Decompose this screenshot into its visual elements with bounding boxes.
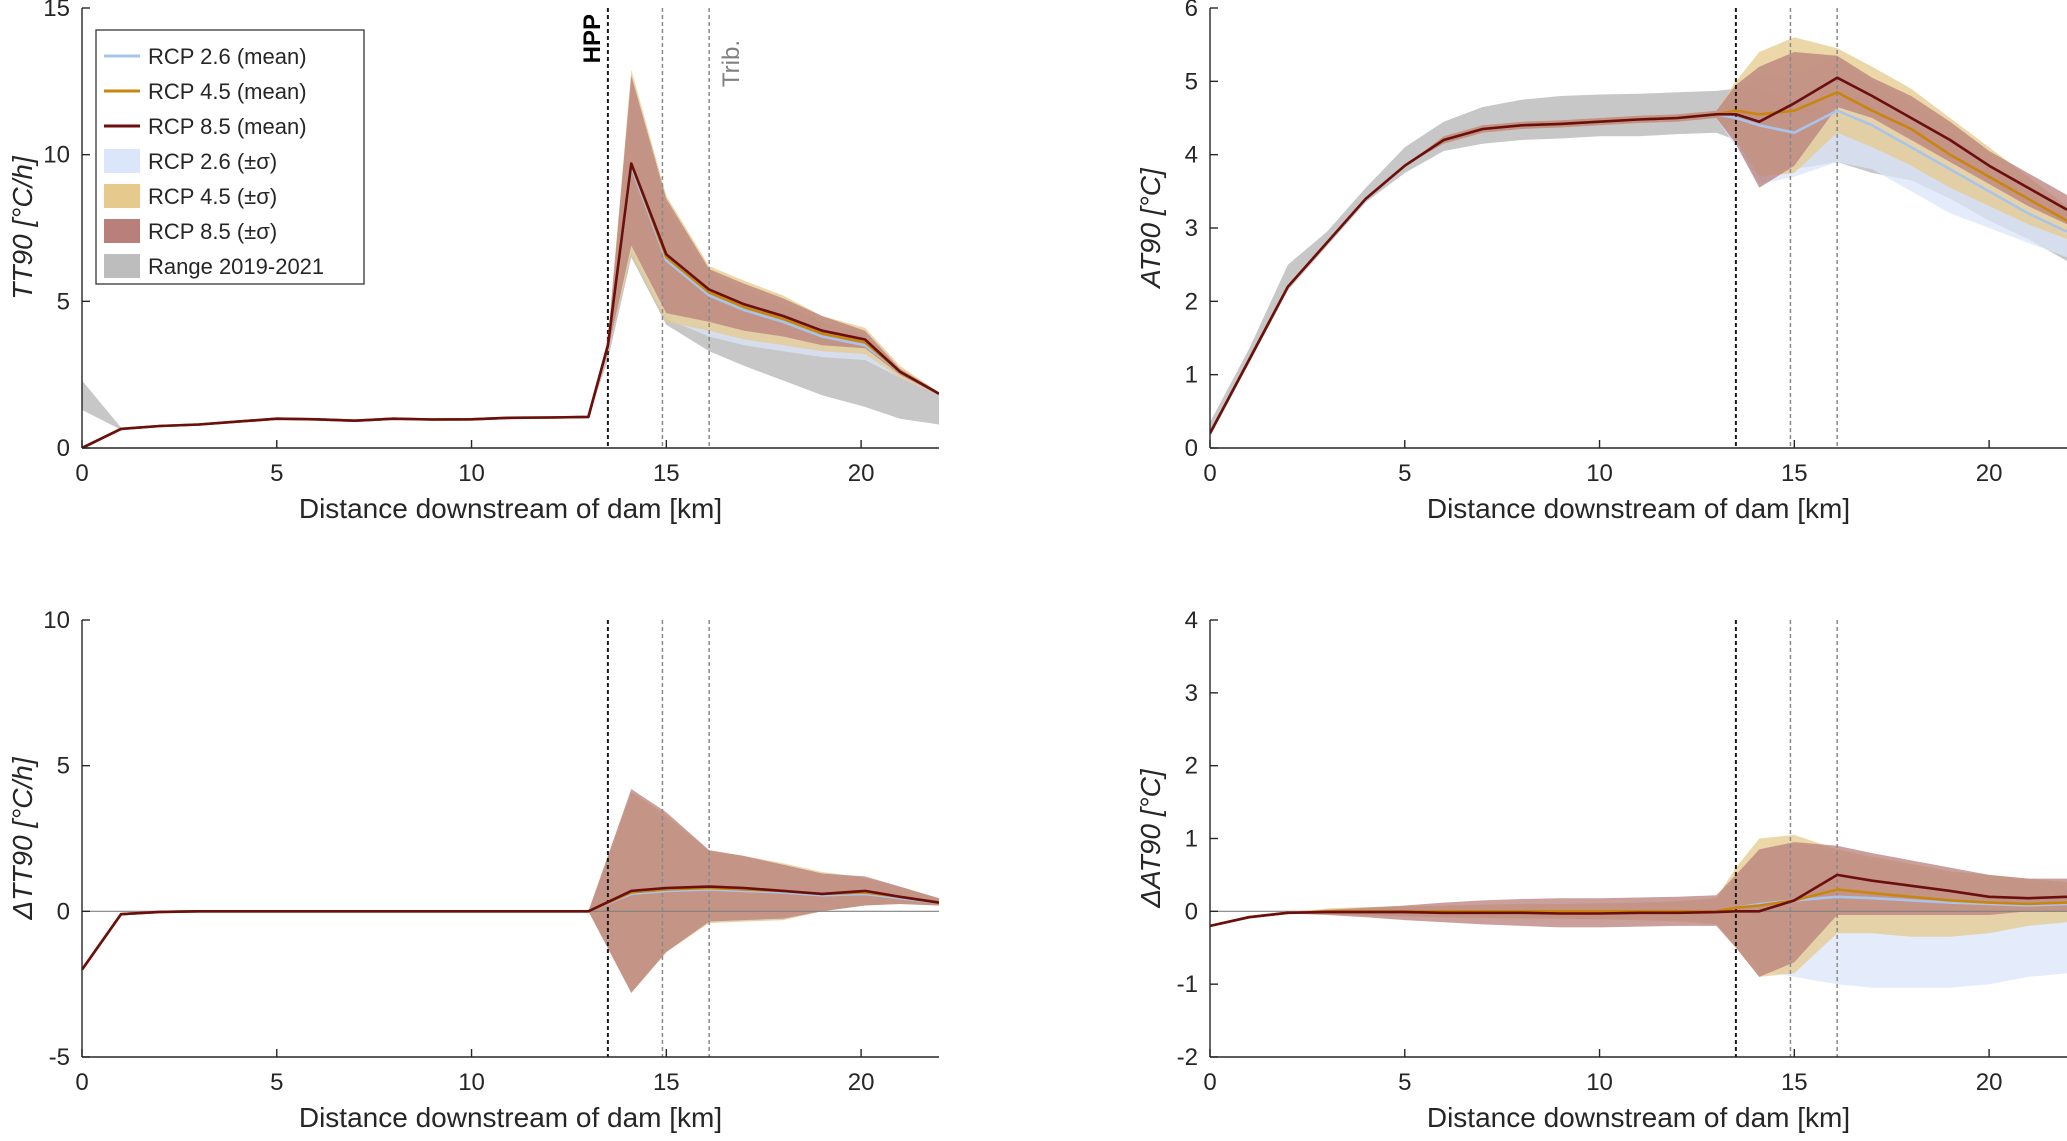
- y-tick-label: 1: [1185, 826, 1198, 853]
- legend: RCP 2.6 (mean) RCP 4.5 (mean) RCP 8.5 (mea…: [95, 29, 365, 285]
- y-tick-label: 0: [57, 898, 70, 925]
- y-tick-label: 5: [1185, 68, 1198, 95]
- legend-label: Range 2019-2021: [148, 254, 324, 279]
- rcp85-mean-line: [1210, 873, 2067, 928]
- y-tick-label: -2: [1177, 1044, 1198, 1071]
- y-tick-label: -5: [49, 1044, 70, 1071]
- y-axis-label: ΔAT90 [°C]: [1135, 768, 1166, 909]
- x-tick-label: 20: [1976, 1069, 2003, 1096]
- rcp85-mean-line: [82, 885, 939, 971]
- y-tick-label: 10: [43, 142, 70, 169]
- x-tick-label: 15: [1781, 460, 1808, 487]
- legend-label: RCP 4.5 (mean): [148, 79, 307, 104]
- y-tick-label: 5: [57, 288, 70, 315]
- annotations: HPP Trib.: [579, 14, 745, 87]
- x-tick-label: 0: [75, 460, 88, 487]
- legend-label: RCP 8.5 (mean): [148, 114, 307, 139]
- range-2019-2021-band: [82, 81, 939, 430]
- y-tick-label: -1: [1177, 971, 1198, 998]
- x-axis-label: Distance downstream of dam [km]: [299, 1102, 722, 1133]
- y-tick-label: 4: [1185, 607, 1198, 634]
- x-tick-label: 0: [1203, 1069, 1216, 1096]
- y-axis-label: ΔTT90 [°C/h]: [7, 756, 38, 920]
- legend-swatch-patch: [104, 149, 140, 173]
- y-tick-label: 1: [1185, 362, 1198, 389]
- panel-at90: 0 5 10 15 20 0 1 2 3 4 5 6 Distance downstream of da…: [1135, 0, 2067, 524]
- y-tick-label: 3: [1185, 680, 1198, 707]
- legend-swatch-patch: [104, 184, 140, 208]
- x-tick-label: 5: [270, 1069, 283, 1096]
- legend-box: [95, 29, 365, 285]
- y-tick-label: 2: [1185, 753, 1198, 780]
- y-axis-label: TT90 [°C/h]: [7, 155, 38, 300]
- rcp45-band: [1210, 37, 2067, 434]
- y-tick-label: 0: [1185, 898, 1198, 925]
- plot-area: [82, 8, 939, 448]
- rcp85-band: [82, 789, 939, 993]
- legend-label: RCP 2.6 (±σ): [148, 149, 277, 174]
- x-tick-label: 5: [270, 460, 283, 487]
- x-tick-label: 5: [1398, 1069, 1411, 1096]
- x-tick-label: 10: [1586, 1069, 1613, 1096]
- y-tick-label: 2: [1185, 288, 1198, 315]
- trib-label: Trib.: [718, 40, 745, 87]
- y-tick-label: 0: [57, 435, 70, 462]
- panel-delta-at90: 0 5 10 15 20 -2 -1 0 1 2 3 4 Distance downstream of …: [1135, 607, 2067, 1133]
- legend-label: RCP 8.5 (±σ): [148, 219, 277, 244]
- y-tick-label: 10: [43, 607, 70, 634]
- y-tick-label: 0: [1185, 435, 1198, 462]
- x-tick-label: 15: [1781, 1069, 1808, 1096]
- rcp85-mean-line: [1210, 76, 2067, 434]
- x-tick-label: 10: [458, 460, 485, 487]
- rcp85-band: [1210, 842, 2067, 977]
- x-tick-label: 20: [848, 460, 875, 487]
- y-tick-label: 5: [57, 753, 70, 780]
- plot-area: [82, 620, 939, 1057]
- legend-swatch-patch: [104, 219, 140, 243]
- plot-area: [1210, 8, 2067, 448]
- legend-label: RCP 4.5 (±σ): [148, 184, 277, 209]
- panel-tt90: 0 5 10 15 20 0 5 10 15 Distance downstream of dam…: [7, 0, 939, 524]
- x-tick-label: 10: [1586, 460, 1613, 487]
- x-tick-label: 0: [75, 1069, 88, 1096]
- x-axis-label: Distance downstream of dam [km]: [1427, 493, 1850, 524]
- y-tick-label: 3: [1185, 215, 1198, 242]
- legend-entries: RCP 2.6 (mean) RCP 4.5 (mean) RCP 8.5 (mea…: [104, 44, 324, 279]
- y-axis-label: AT90 [°C]: [1135, 167, 1166, 290]
- plot-area: [1210, 620, 2067, 1057]
- x-axis-label: Distance downstream of dam [km]: [1427, 1102, 1850, 1133]
- y-tick-label: 15: [43, 0, 70, 22]
- x-tick-label: 15: [653, 1069, 680, 1096]
- x-tick-label: 10: [458, 1069, 485, 1096]
- x-tick-label: 0: [1203, 460, 1216, 487]
- x-tick-label: 5: [1398, 460, 1411, 487]
- x-tick-label: 20: [1976, 460, 2003, 487]
- rcp85-mean-line: [82, 162, 939, 448]
- y-tick-label: 4: [1185, 142, 1198, 169]
- x-tick-label: 15: [653, 460, 680, 487]
- x-axis-label: Distance downstream of dam [km]: [299, 493, 722, 524]
- legend-swatch-patch: [104, 254, 140, 278]
- hpp-label: HPP: [579, 14, 606, 63]
- x-tick-label: 20: [848, 1069, 875, 1096]
- legend-label: RCP 2.6 (mean): [148, 44, 307, 69]
- y-tick-label: 6: [1185, 0, 1198, 22]
